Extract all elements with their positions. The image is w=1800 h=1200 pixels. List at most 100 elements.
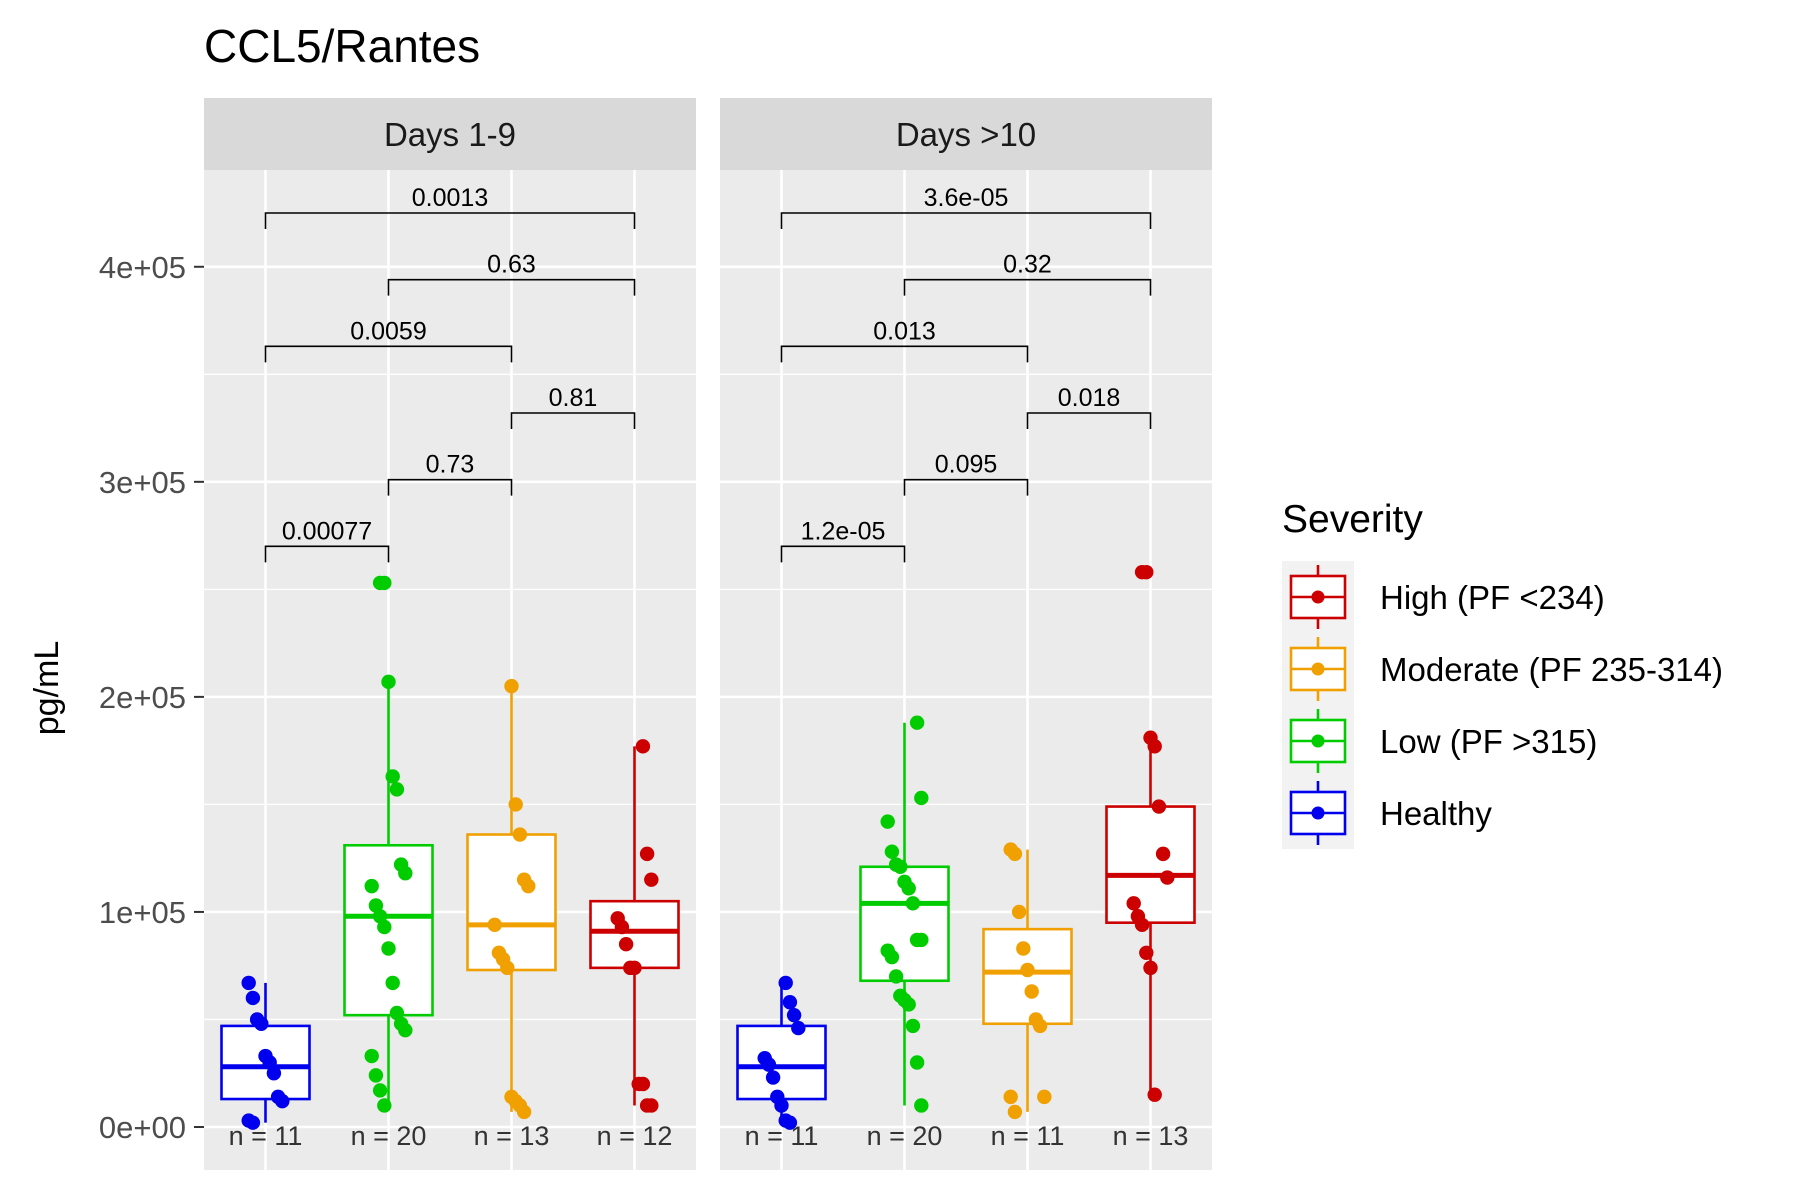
n-label: n = 11 (991, 1121, 1065, 1151)
legend-key-point (1311, 806, 1325, 820)
data-point (254, 1016, 269, 1031)
y-tick-label: 4e+05 (99, 250, 186, 285)
box-iqr (736, 1024, 827, 1101)
y-tick-label: 2e+05 (99, 680, 186, 715)
data-point (1007, 1104, 1023, 1120)
data-point (914, 790, 929, 806)
box-iqr (1105, 805, 1196, 924)
comparison-bracket (264, 545, 390, 563)
n-label: n = 13 (474, 1121, 550, 1151)
data-point (909, 715, 925, 730)
data-point (1011, 904, 1027, 920)
data-point (782, 995, 798, 1010)
data-point (500, 960, 515, 976)
p-value-label: 3.6e-05 (924, 184, 1009, 212)
data-point (618, 936, 634, 952)
legend-label: High (PF <234) (1380, 579, 1605, 616)
comparison-bracket (264, 212, 636, 230)
data-point (275, 1093, 290, 1109)
data-point (385, 769, 400, 784)
n-label: n = 20 (351, 1121, 427, 1151)
legend-entry-high: High (PF <234) (1289, 565, 1605, 629)
p-value-label: 0.81 (549, 384, 598, 412)
comparison-bracket (903, 278, 1152, 296)
data-point (905, 1018, 921, 1034)
data-point (774, 1098, 789, 1113)
comparison-bracket (1026, 412, 1152, 430)
box-high: n = 13 (1105, 564, 1196, 1151)
data-point (1020, 962, 1035, 978)
legend-key-point (1311, 662, 1325, 676)
panel-background (720, 170, 1212, 1170)
legend-entry-healthy: Healthy (1289, 781, 1492, 845)
p-value-label: 0.00077 (282, 517, 372, 545)
comparison-bracket (903, 478, 1029, 496)
data-point (909, 1055, 925, 1070)
y-axis: 0e+00 1e+05 2e+05 3e+05 4e+05 (99, 250, 204, 1145)
p-value-label: 0.0013 (412, 184, 488, 212)
p-value-label: 0.63 (487, 251, 536, 279)
data-point (1007, 846, 1023, 862)
comparison-bracket (387, 478, 513, 496)
data-point (778, 975, 793, 991)
y-axis-title: pg/mL (28, 641, 66, 736)
comparison-bracket (780, 345, 1029, 363)
data-point (635, 1076, 651, 1092)
data-point (372, 1083, 388, 1098)
data-point (516, 1104, 532, 1120)
comparison-brackets: 0.00077 0.73 0.81 0.0059 0.63 0.0013 (264, 184, 636, 563)
data-point (1143, 960, 1158, 976)
data-point (1024, 984, 1039, 999)
data-point (368, 1068, 384, 1083)
comparison-brackets: 1.2e-05 0.095 0.018 0.013 0.32 3.6e-05 (780, 184, 1152, 563)
data-point (266, 1066, 282, 1081)
comparison-bracket (264, 345, 513, 363)
box-healthy: n = 11 (220, 975, 311, 1151)
data-point (1003, 1089, 1018, 1105)
data-point (627, 960, 642, 976)
p-value-label: 0.013 (873, 317, 936, 345)
data-point (245, 990, 261, 1006)
p-value-label: 1.2e-05 (801, 517, 886, 545)
legend: Severity High (PF <234) Moderate (PF 235-… (1282, 498, 1723, 849)
data-point (782, 1115, 798, 1130)
n-label: n = 11 (745, 1121, 819, 1151)
data-point (614, 919, 630, 935)
p-value-label: 0.32 (1003, 251, 1052, 279)
legend-entry-low: Low (PF >315) (1289, 709, 1597, 773)
chart-title: CCL5/Rantes (204, 20, 480, 72)
data-point (512, 827, 528, 842)
data-point (241, 975, 256, 991)
data-point (1126, 896, 1141, 911)
box-high: n = 12 (589, 739, 680, 1151)
panel-days-10: Days >10 n = 11 n = 20 n = 11 n = 13 1.2e-05 0… (720, 98, 1212, 1170)
data-point (914, 1098, 929, 1113)
data-point (644, 872, 659, 887)
data-point (905, 896, 921, 911)
facet-strip-label: Days >10 (896, 116, 1036, 153)
data-point (398, 866, 413, 881)
n-label: n = 12 (597, 1121, 673, 1151)
box-low: n = 20 (859, 715, 950, 1151)
data-point (377, 1098, 392, 1113)
p-value-label: 0.018 (1058, 384, 1121, 412)
data-point (791, 1020, 806, 1036)
data-point (884, 844, 900, 859)
n-label: n = 11 (229, 1121, 303, 1151)
data-point (639, 846, 655, 862)
box-healthy: n = 11 (736, 975, 827, 1151)
data-point (1147, 1087, 1162, 1102)
data-point (786, 1007, 802, 1023)
facet-strip (720, 98, 1212, 170)
data-point (377, 575, 392, 591)
data-point (508, 797, 523, 812)
data-point (389, 782, 405, 797)
box-iqr (466, 833, 557, 972)
data-point (381, 941, 396, 956)
data-point (888, 969, 904, 984)
p-value-label: 0.0059 (350, 317, 426, 345)
legend-title: Severity (1282, 498, 1423, 541)
facet-strip-label: Days 1-9 (384, 116, 516, 153)
p-value-label: 0.73 (426, 451, 475, 479)
